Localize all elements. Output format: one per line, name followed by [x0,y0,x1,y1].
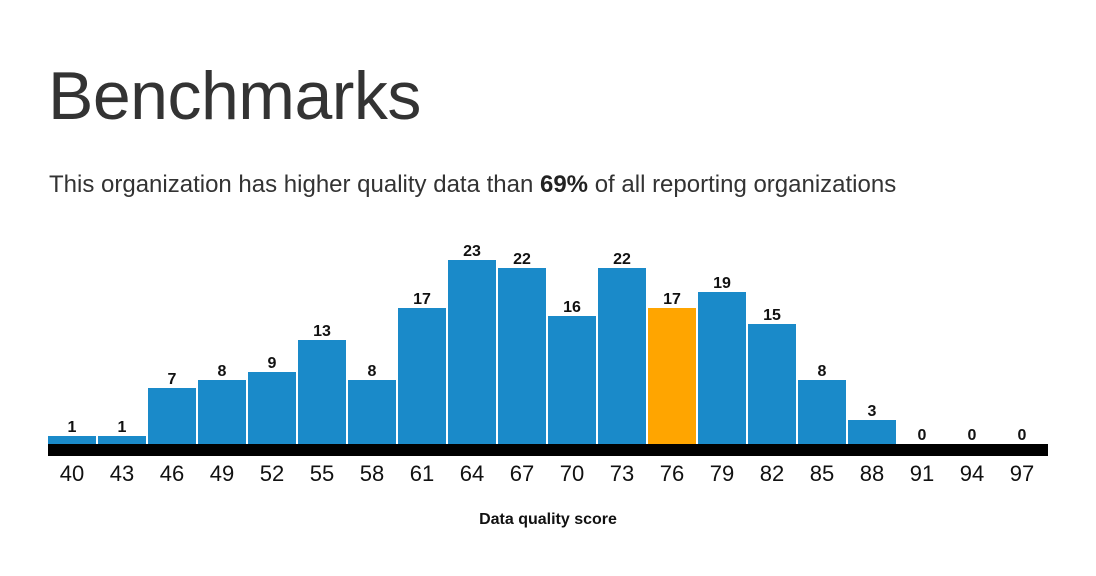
bars-group [48,260,896,444]
x-tick-label-52: 52 [260,461,284,486]
bar-value-label-40: 1 [68,419,77,436]
x-tick-label-79: 79 [710,461,734,486]
bar-67 [498,268,546,444]
bar-value-label-79: 19 [713,275,731,292]
bar-85 [798,380,846,444]
bar-value-label-88: 3 [868,403,877,420]
x-tick-label-61: 61 [410,461,434,486]
x-tick-labels-group: 40 43 46 49 52 55 58 61 64 67 70 73 76 79 82 85 88 91 94 97 [60,461,1034,486]
bar-value-label-73: 22 [613,251,631,268]
bar-value-label-55: 13 [313,323,331,340]
bar-value-label-58: 8 [368,363,377,380]
percentile-value: 69% [539,171,589,198]
bar-value-label-82: 15 [763,307,781,324]
bar-value-label-61: 17 [413,291,431,308]
bar-46 [148,388,196,444]
bar-value-label-91: 0 [918,427,927,444]
bar-61 [398,308,446,444]
bar-88 [848,420,896,444]
x-tick-label-73: 73 [610,461,634,486]
x-tick-label-97: 97 [1010,461,1034,486]
bar-70 [548,316,596,444]
x-tick-label-43: 43 [110,461,134,486]
bar-value-label-52: 9 [268,355,277,372]
bar-value-label-76: 17 [663,291,681,308]
x-tick-label-70: 70 [560,461,584,486]
x-tick-label-82: 82 [760,461,784,486]
page-title: Benchmarks [48,58,421,134]
x-tick-label-40: 40 [60,461,84,486]
x-tick-label-76: 76 [660,461,684,486]
x-tick-label-88: 88 [860,461,884,486]
bar-value-label-64: 23 [463,243,481,260]
x-axis-line [48,444,1048,456]
bar-43 [98,436,146,444]
x-tick-label-58: 58 [360,461,384,486]
x-tick-label-49: 49 [210,461,234,486]
bar-value-label-43: 1 [118,419,127,436]
bar-79 [698,292,746,444]
bar-value-label-85: 8 [818,363,827,380]
x-tick-label-91: 91 [910,461,934,486]
x-tick-label-46: 46 [160,461,184,486]
x-tick-label-55: 55 [310,461,334,486]
bar-64 [448,260,496,444]
bar-value-label-70: 16 [563,299,581,316]
bar-73 [598,268,646,444]
bar-value-label-49: 8 [218,363,227,380]
bar-value-label-67: 22 [513,251,531,268]
bar-49 [198,380,246,444]
bar-52 [248,372,296,444]
summary-text-pre: This organization has higher quality dat… [49,171,540,198]
bar-76 [648,308,696,444]
bar-55 [298,340,346,444]
bar-value-label-46: 7 [168,371,177,388]
bar-value-label-97: 0 [1018,427,1027,444]
summary-text-post: of all reporting organizations [588,171,897,198]
benchmark-summary: This organization has higher quality dat… [49,171,896,200]
x-axis-title: Data quality score [479,511,617,528]
bar-58 [348,380,396,444]
bar-82 [748,324,796,444]
bar-40 [48,436,96,444]
x-tick-label-64: 64 [460,461,484,486]
x-tick-label-85: 85 [810,461,834,486]
x-tick-label-94: 94 [960,461,984,486]
bar-value-label-94: 0 [968,427,977,444]
x-tick-label-67: 67 [510,461,534,486]
